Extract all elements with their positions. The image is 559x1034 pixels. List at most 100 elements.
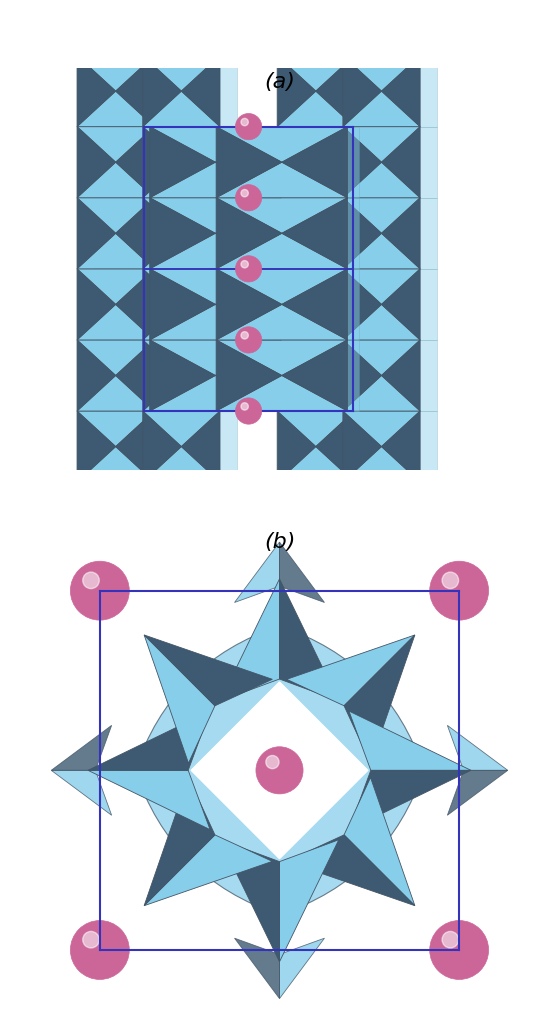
Polygon shape [150,197,281,234]
Polygon shape [160,56,237,126]
Polygon shape [181,340,220,412]
Polygon shape [277,56,316,126]
Polygon shape [143,126,181,197]
Polygon shape [77,412,154,447]
Circle shape [235,114,262,140]
Polygon shape [216,340,348,375]
Polygon shape [277,304,354,340]
Polygon shape [216,340,282,412]
Polygon shape [150,126,215,197]
Polygon shape [280,542,324,603]
Polygon shape [343,412,381,482]
Polygon shape [116,197,154,269]
Polygon shape [343,197,381,269]
Circle shape [70,561,129,620]
Polygon shape [343,412,420,447]
Polygon shape [277,197,316,269]
Polygon shape [277,412,354,447]
Polygon shape [343,340,420,375]
Polygon shape [143,126,220,162]
Polygon shape [143,197,181,269]
Polygon shape [77,162,154,197]
Polygon shape [77,269,116,340]
Polygon shape [88,770,210,829]
Polygon shape [343,304,420,340]
Circle shape [235,327,262,353]
Circle shape [83,932,100,948]
Polygon shape [143,91,220,126]
Polygon shape [77,126,154,162]
Polygon shape [294,197,372,269]
Circle shape [241,332,248,339]
Polygon shape [287,635,415,706]
Polygon shape [294,340,372,412]
Polygon shape [191,682,368,858]
Circle shape [256,747,303,794]
Polygon shape [343,375,420,412]
Polygon shape [277,197,354,234]
Polygon shape [181,197,220,269]
Polygon shape [235,542,280,603]
Polygon shape [94,269,171,340]
Polygon shape [77,197,154,234]
Polygon shape [150,340,281,375]
Polygon shape [280,579,339,701]
Polygon shape [215,269,281,340]
Polygon shape [343,447,420,482]
Polygon shape [277,269,354,304]
Circle shape [235,255,262,282]
Polygon shape [94,56,171,126]
Polygon shape [143,269,181,340]
Polygon shape [228,126,359,197]
Polygon shape [216,375,348,412]
Polygon shape [160,197,237,269]
Circle shape [241,189,248,196]
Polygon shape [216,126,282,197]
Polygon shape [316,56,354,126]
PathPatch shape [135,626,424,915]
Polygon shape [220,840,280,962]
Polygon shape [216,126,348,162]
Polygon shape [88,711,210,770]
Polygon shape [343,126,420,162]
Polygon shape [77,340,116,412]
Polygon shape [77,234,154,269]
Polygon shape [228,197,359,269]
Polygon shape [343,269,381,340]
Polygon shape [360,340,437,412]
Polygon shape [343,56,381,126]
Circle shape [430,920,489,979]
Polygon shape [360,126,437,197]
Polygon shape [316,126,354,197]
Polygon shape [181,126,220,197]
Polygon shape [143,304,220,340]
Polygon shape [277,375,354,412]
Polygon shape [343,340,381,412]
Polygon shape [280,840,339,962]
Circle shape [266,756,279,768]
Polygon shape [51,726,112,770]
Polygon shape [282,197,348,269]
Polygon shape [143,234,220,269]
Polygon shape [143,56,220,91]
Polygon shape [94,340,171,412]
Polygon shape [343,234,420,269]
Polygon shape [216,269,282,340]
Polygon shape [160,340,237,412]
Polygon shape [162,197,293,269]
Polygon shape [150,340,215,412]
Circle shape [70,920,129,979]
Polygon shape [344,635,415,763]
Polygon shape [343,56,420,91]
Polygon shape [349,770,471,829]
Polygon shape [282,126,348,197]
Circle shape [430,561,489,620]
Polygon shape [277,126,316,197]
Polygon shape [381,412,420,482]
Circle shape [442,932,458,948]
Circle shape [235,185,262,211]
Polygon shape [343,91,420,126]
Polygon shape [216,234,348,269]
Polygon shape [447,770,508,815]
Polygon shape [77,197,116,269]
